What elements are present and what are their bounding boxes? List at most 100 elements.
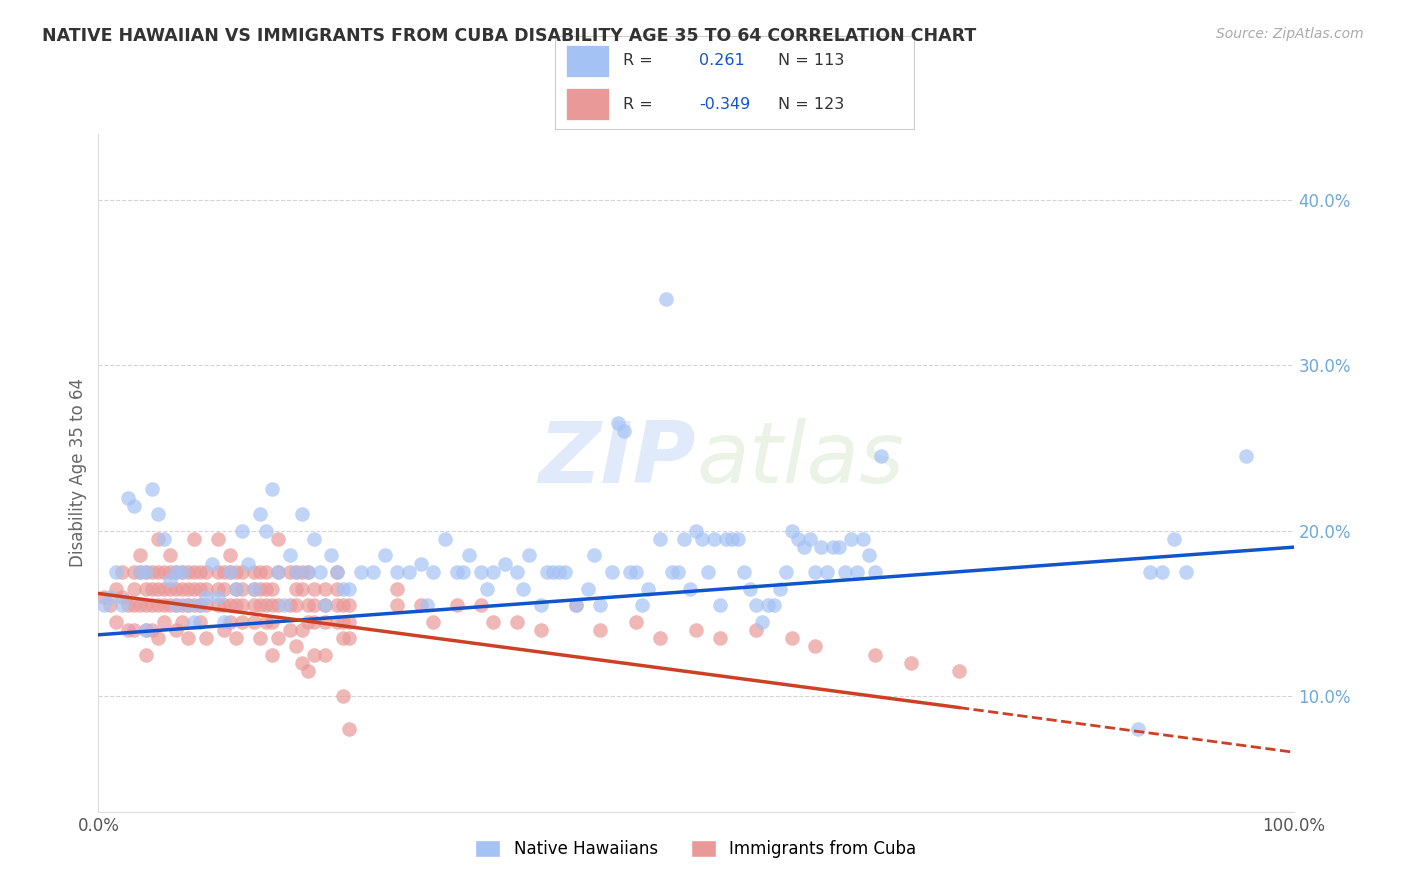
Point — [416, 598, 439, 612]
Point — [451, 565, 474, 579]
Point — [1139, 565, 1161, 579]
Point — [260, 598, 283, 612]
Point — [648, 532, 672, 546]
Text: atlas: atlas — [696, 417, 904, 500]
Point — [153, 565, 176, 579]
Point — [315, 615, 337, 629]
Point — [470, 565, 492, 579]
Point — [799, 532, 821, 546]
Point — [172, 598, 194, 612]
Point — [207, 590, 229, 604]
Point — [183, 582, 205, 596]
Point — [159, 549, 181, 563]
Point — [93, 598, 115, 612]
Point — [846, 565, 869, 579]
Point — [751, 615, 773, 629]
Point — [177, 631, 200, 645]
Point — [124, 598, 146, 612]
Point — [278, 565, 301, 579]
Point — [194, 590, 217, 604]
Point — [948, 664, 970, 678]
FancyBboxPatch shape — [567, 88, 609, 120]
Point — [637, 582, 659, 596]
Point — [1128, 722, 1150, 736]
Point — [315, 598, 337, 612]
Point — [172, 582, 194, 596]
Point — [321, 549, 343, 563]
Point — [183, 565, 205, 579]
Point — [517, 549, 540, 563]
Point — [148, 631, 170, 645]
Point — [506, 615, 529, 629]
Point — [267, 598, 290, 612]
Point — [212, 565, 235, 579]
Point — [308, 565, 330, 579]
Point — [828, 540, 851, 554]
Point — [243, 565, 266, 579]
Point — [583, 549, 606, 563]
Point — [278, 549, 301, 563]
Y-axis label: Disability Age 35 to 64: Disability Age 35 to 64 — [69, 378, 87, 567]
Point — [105, 582, 128, 596]
Point — [284, 582, 307, 596]
Point — [254, 615, 277, 629]
Point — [243, 582, 266, 596]
Point — [589, 598, 612, 612]
Point — [363, 565, 385, 579]
Point — [679, 582, 702, 596]
Point — [172, 615, 194, 629]
Point — [326, 615, 349, 629]
Point — [225, 582, 247, 596]
Point — [290, 507, 312, 521]
Point — [135, 565, 157, 579]
Point — [290, 656, 312, 670]
Point — [105, 615, 128, 629]
Point — [188, 582, 211, 596]
Point — [165, 598, 187, 612]
Point — [337, 582, 360, 596]
Point — [852, 532, 875, 546]
Point — [666, 565, 689, 579]
Point — [709, 631, 731, 645]
Text: 0.261: 0.261 — [699, 54, 745, 69]
Point — [194, 598, 217, 612]
Point — [129, 565, 152, 579]
Point — [188, 565, 211, 579]
Point — [1234, 449, 1257, 463]
Point — [541, 565, 564, 579]
Point — [231, 565, 253, 579]
Point — [111, 565, 134, 579]
Point — [135, 623, 157, 637]
Point — [260, 582, 283, 596]
Point — [243, 615, 266, 629]
Point — [446, 565, 468, 579]
Point — [207, 565, 229, 579]
Legend: Native Hawaiians, Immigrants from Cuba: Native Hawaiians, Immigrants from Cuba — [468, 833, 924, 864]
Point — [153, 598, 176, 612]
Point — [177, 598, 200, 612]
Point — [589, 623, 612, 637]
Point — [177, 598, 200, 612]
Point — [624, 565, 647, 579]
Point — [565, 598, 588, 612]
Point — [446, 598, 468, 612]
Point — [315, 648, 337, 662]
Point — [714, 532, 737, 546]
Point — [374, 549, 396, 563]
Point — [194, 565, 217, 579]
Point — [153, 532, 176, 546]
Point — [159, 573, 181, 587]
Point — [1150, 565, 1173, 579]
Point — [219, 549, 242, 563]
Point — [576, 582, 599, 596]
Point — [793, 540, 815, 554]
Point — [411, 598, 433, 612]
Point — [648, 631, 672, 645]
Point — [690, 532, 713, 546]
Point — [547, 565, 569, 579]
Point — [337, 722, 360, 736]
Point — [290, 623, 312, 637]
Point — [284, 565, 307, 579]
Point — [183, 532, 205, 546]
Point — [297, 565, 319, 579]
